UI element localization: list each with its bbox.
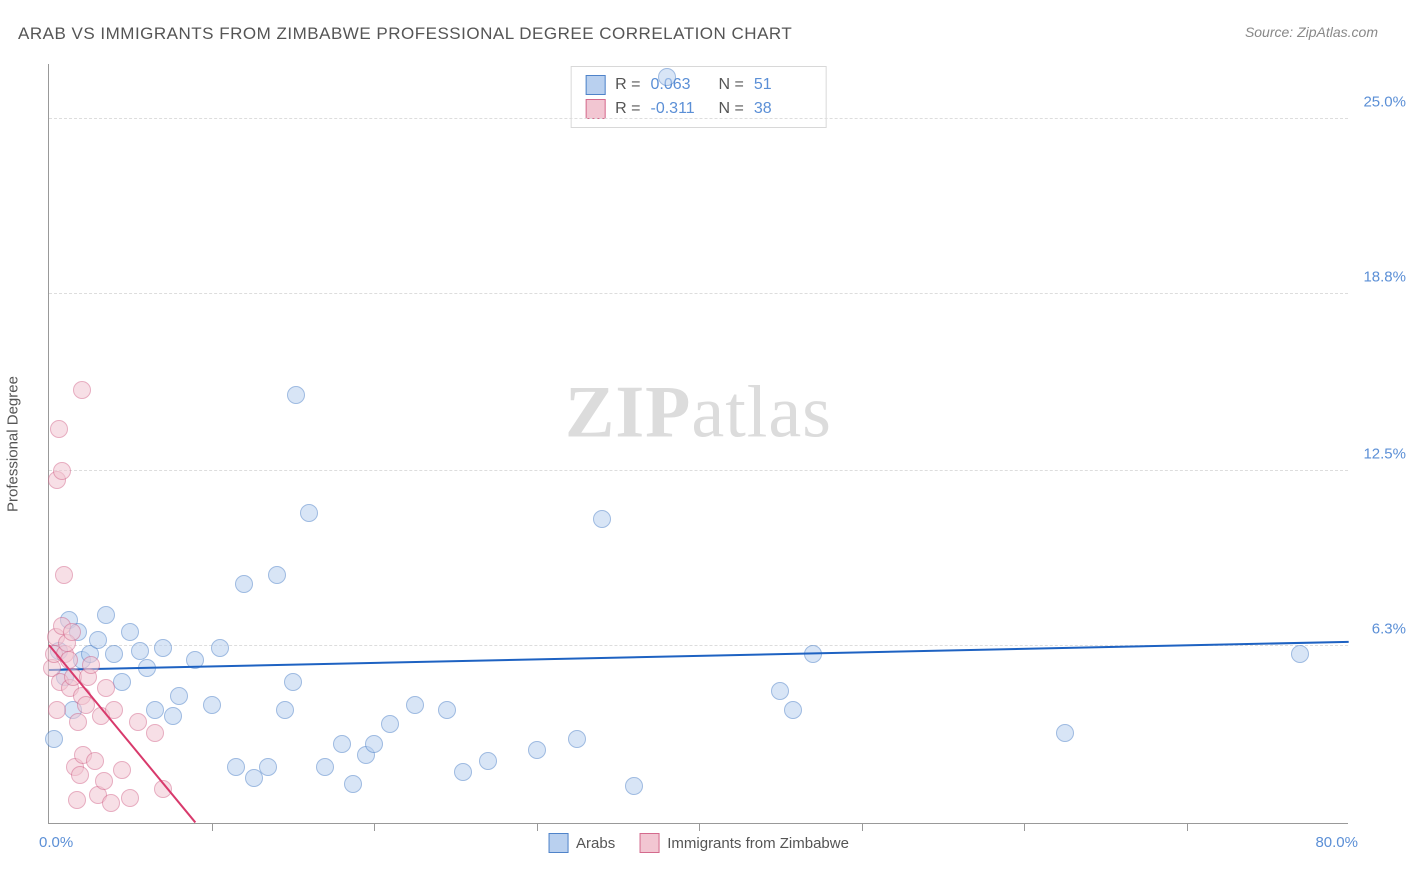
scatter-point xyxy=(568,730,586,748)
scatter-point xyxy=(146,701,164,719)
scatter-point xyxy=(300,504,318,522)
scatter-point xyxy=(146,724,164,742)
stat-n-value: 38 xyxy=(754,100,812,118)
scatter-point xyxy=(121,789,139,807)
x-tick xyxy=(374,823,375,831)
series-name: Arabs xyxy=(576,835,615,852)
x-tick xyxy=(537,823,538,831)
scatter-point xyxy=(68,791,86,809)
stat-r-label: R = xyxy=(615,76,640,94)
watermark: ZIPatlas xyxy=(565,371,832,456)
y-tick-label: 6.3% xyxy=(1372,620,1406,637)
scatter-point xyxy=(593,510,611,528)
stat-n-label: N = xyxy=(719,100,744,118)
x-tick xyxy=(1024,823,1025,831)
scatter-point xyxy=(50,420,68,438)
scatter-point xyxy=(97,606,115,624)
stat-n-label: N = xyxy=(719,76,744,94)
scatter-point xyxy=(658,68,676,86)
scatter-point xyxy=(71,766,89,784)
scatter-point xyxy=(164,707,182,725)
scatter-point xyxy=(121,623,139,641)
scatter-point xyxy=(89,631,107,649)
scatter-point xyxy=(287,386,305,404)
scatter-point xyxy=(82,656,100,674)
series-legend-item: Immigrants from Zimbabwe xyxy=(639,833,849,853)
grid-line xyxy=(49,118,1348,119)
scatter-point xyxy=(438,701,456,719)
scatter-point xyxy=(528,741,546,759)
scatter-point xyxy=(73,381,91,399)
scatter-point xyxy=(333,735,351,753)
series-name: Immigrants from Zimbabwe xyxy=(667,835,849,852)
scatter-point xyxy=(365,735,383,753)
y-tick-label: 25.0% xyxy=(1363,94,1406,111)
scatter-point xyxy=(227,758,245,776)
series-legend-item: Arabs xyxy=(548,833,615,853)
scatter-point xyxy=(129,713,147,731)
scatter-point xyxy=(454,763,472,781)
scatter-point xyxy=(211,639,229,657)
scatter-point xyxy=(784,701,802,719)
stat-r-value: -0.311 xyxy=(651,100,709,118)
x-axis-origin-label: 0.0% xyxy=(39,834,73,851)
scatter-point xyxy=(203,696,221,714)
y-tick-label: 12.5% xyxy=(1363,446,1406,463)
scatter-point xyxy=(1291,645,1309,663)
legend-swatch xyxy=(585,99,605,119)
stats-legend-row: R =0.063N =51 xyxy=(585,73,812,97)
legend-swatch xyxy=(548,833,568,853)
scatter-point xyxy=(276,701,294,719)
x-tick xyxy=(1187,823,1188,831)
scatter-point xyxy=(771,682,789,700)
scatter-point xyxy=(113,761,131,779)
y-axis-label: Professional Degree xyxy=(5,376,22,512)
legend-swatch xyxy=(585,75,605,95)
scatter-point xyxy=(268,566,286,584)
source-label: Source: ZipAtlas.com xyxy=(1245,24,1378,40)
scatter-point xyxy=(259,758,277,776)
scatter-point xyxy=(45,730,63,748)
scatter-point xyxy=(48,701,66,719)
scatter-point xyxy=(55,566,73,584)
series-legend: Arabs Immigrants from Zimbabwe xyxy=(548,833,849,853)
x-tick xyxy=(699,823,700,831)
legend-swatch xyxy=(639,833,659,853)
x-tick xyxy=(212,823,213,831)
scatter-point xyxy=(69,713,87,731)
stat-r-label: R = xyxy=(615,100,640,118)
x-axis-max-label: 80.0% xyxy=(1315,834,1358,851)
scatter-point xyxy=(170,687,188,705)
grid-line xyxy=(49,470,1348,471)
scatter-point xyxy=(97,679,115,697)
scatter-point xyxy=(113,673,131,691)
chart-title: ARAB VS IMMIGRANTS FROM ZIMBABWE PROFESS… xyxy=(18,24,792,44)
scatter-point xyxy=(105,645,123,663)
scatter-point xyxy=(63,623,81,641)
scatter-point xyxy=(53,462,71,480)
scatter-point xyxy=(86,752,104,770)
scatter-point xyxy=(625,777,643,795)
scatter-point xyxy=(131,642,149,660)
scatter-point xyxy=(235,575,253,593)
scatter-point xyxy=(316,758,334,776)
scatter-point xyxy=(1056,724,1074,742)
chart-plot-area: ZIPatlas Professional Degree R =0.063N =… xyxy=(48,64,1348,824)
scatter-point xyxy=(95,772,113,790)
y-tick-label: 18.8% xyxy=(1363,268,1406,285)
scatter-point xyxy=(381,715,399,733)
scatter-point xyxy=(154,639,172,657)
scatter-point xyxy=(406,696,424,714)
scatter-point xyxy=(479,752,497,770)
stat-n-value: 51 xyxy=(754,76,812,94)
x-tick xyxy=(862,823,863,831)
scatter-point xyxy=(284,673,302,691)
grid-line xyxy=(49,293,1348,294)
scatter-point xyxy=(344,775,362,793)
scatter-point xyxy=(102,794,120,812)
